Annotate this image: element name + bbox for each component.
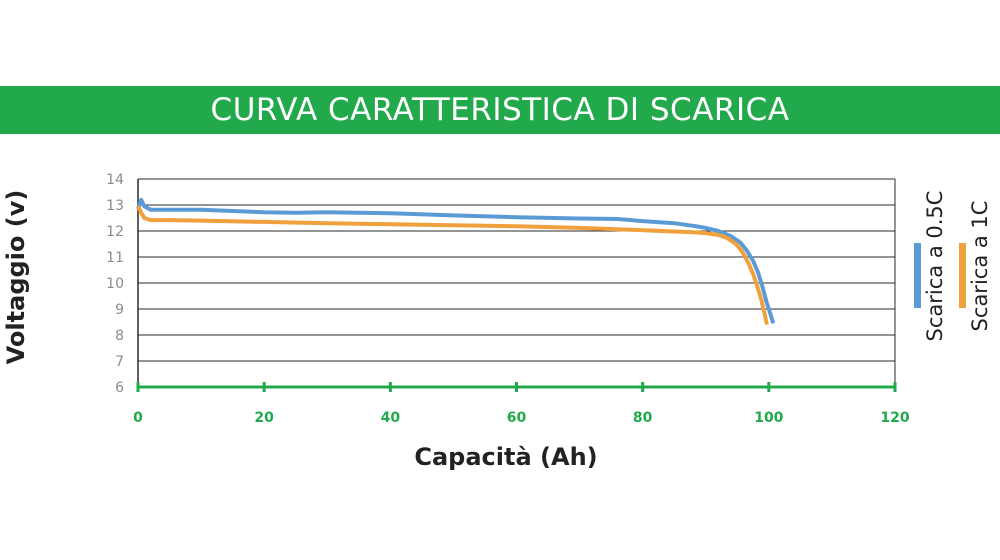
title-banner: CURVA CARATTERISTICA DI SCARICA <box>0 86 1000 134</box>
x-axis-label: Capacità (Ah) <box>414 443 597 471</box>
x-tick-label-0: 0 <box>133 410 143 426</box>
series-lines <box>136 197 776 326</box>
legend-label-scarica-05c: Scarica a 0.5C <box>923 191 947 342</box>
y-axis-label: Voltaggio (v) <box>2 190 30 365</box>
y-tick-label-10: 10 <box>106 276 124 292</box>
x-tick-label-60: 60 <box>507 410 527 426</box>
series-line-scarica-1c <box>136 205 769 326</box>
axes <box>136 179 897 392</box>
y-tick-label-14: 14 <box>106 172 124 188</box>
y-tick-label-13: 13 <box>106 198 124 214</box>
tick-labels: 6 7 8 9 10 11 12 13 14 0 20 40 60 80 100 120 <box>106 172 910 426</box>
chart-title: CURVA CARATTERISTICA DI SCARICA <box>210 92 790 128</box>
x-tick-label-40: 40 <box>381 410 401 426</box>
series-line-scarica-05c <box>136 197 776 324</box>
x-tick-label-80: 80 <box>633 410 653 426</box>
x-tick-label-100: 100 <box>754 410 783 426</box>
y-tick-label-9: 9 <box>115 302 124 318</box>
y-tick-label-6: 6 <box>115 380 124 396</box>
y-tick-label-12: 12 <box>106 224 124 240</box>
legend: Scarica a 0.5C Scarica a 1C <box>914 191 992 342</box>
y-tick-label-7: 7 <box>115 354 124 370</box>
legend-swatch-scarica-05c <box>914 243 921 308</box>
legend-swatch-scarica-1c <box>959 243 966 308</box>
legend-label-scarica-1c: Scarica a 1C <box>968 201 992 332</box>
x-tick-label-120: 120 <box>880 410 909 426</box>
x-tick-label-20: 20 <box>254 410 274 426</box>
y-tick-label-8: 8 <box>115 328 124 344</box>
y-tick-label-11: 11 <box>106 250 124 266</box>
